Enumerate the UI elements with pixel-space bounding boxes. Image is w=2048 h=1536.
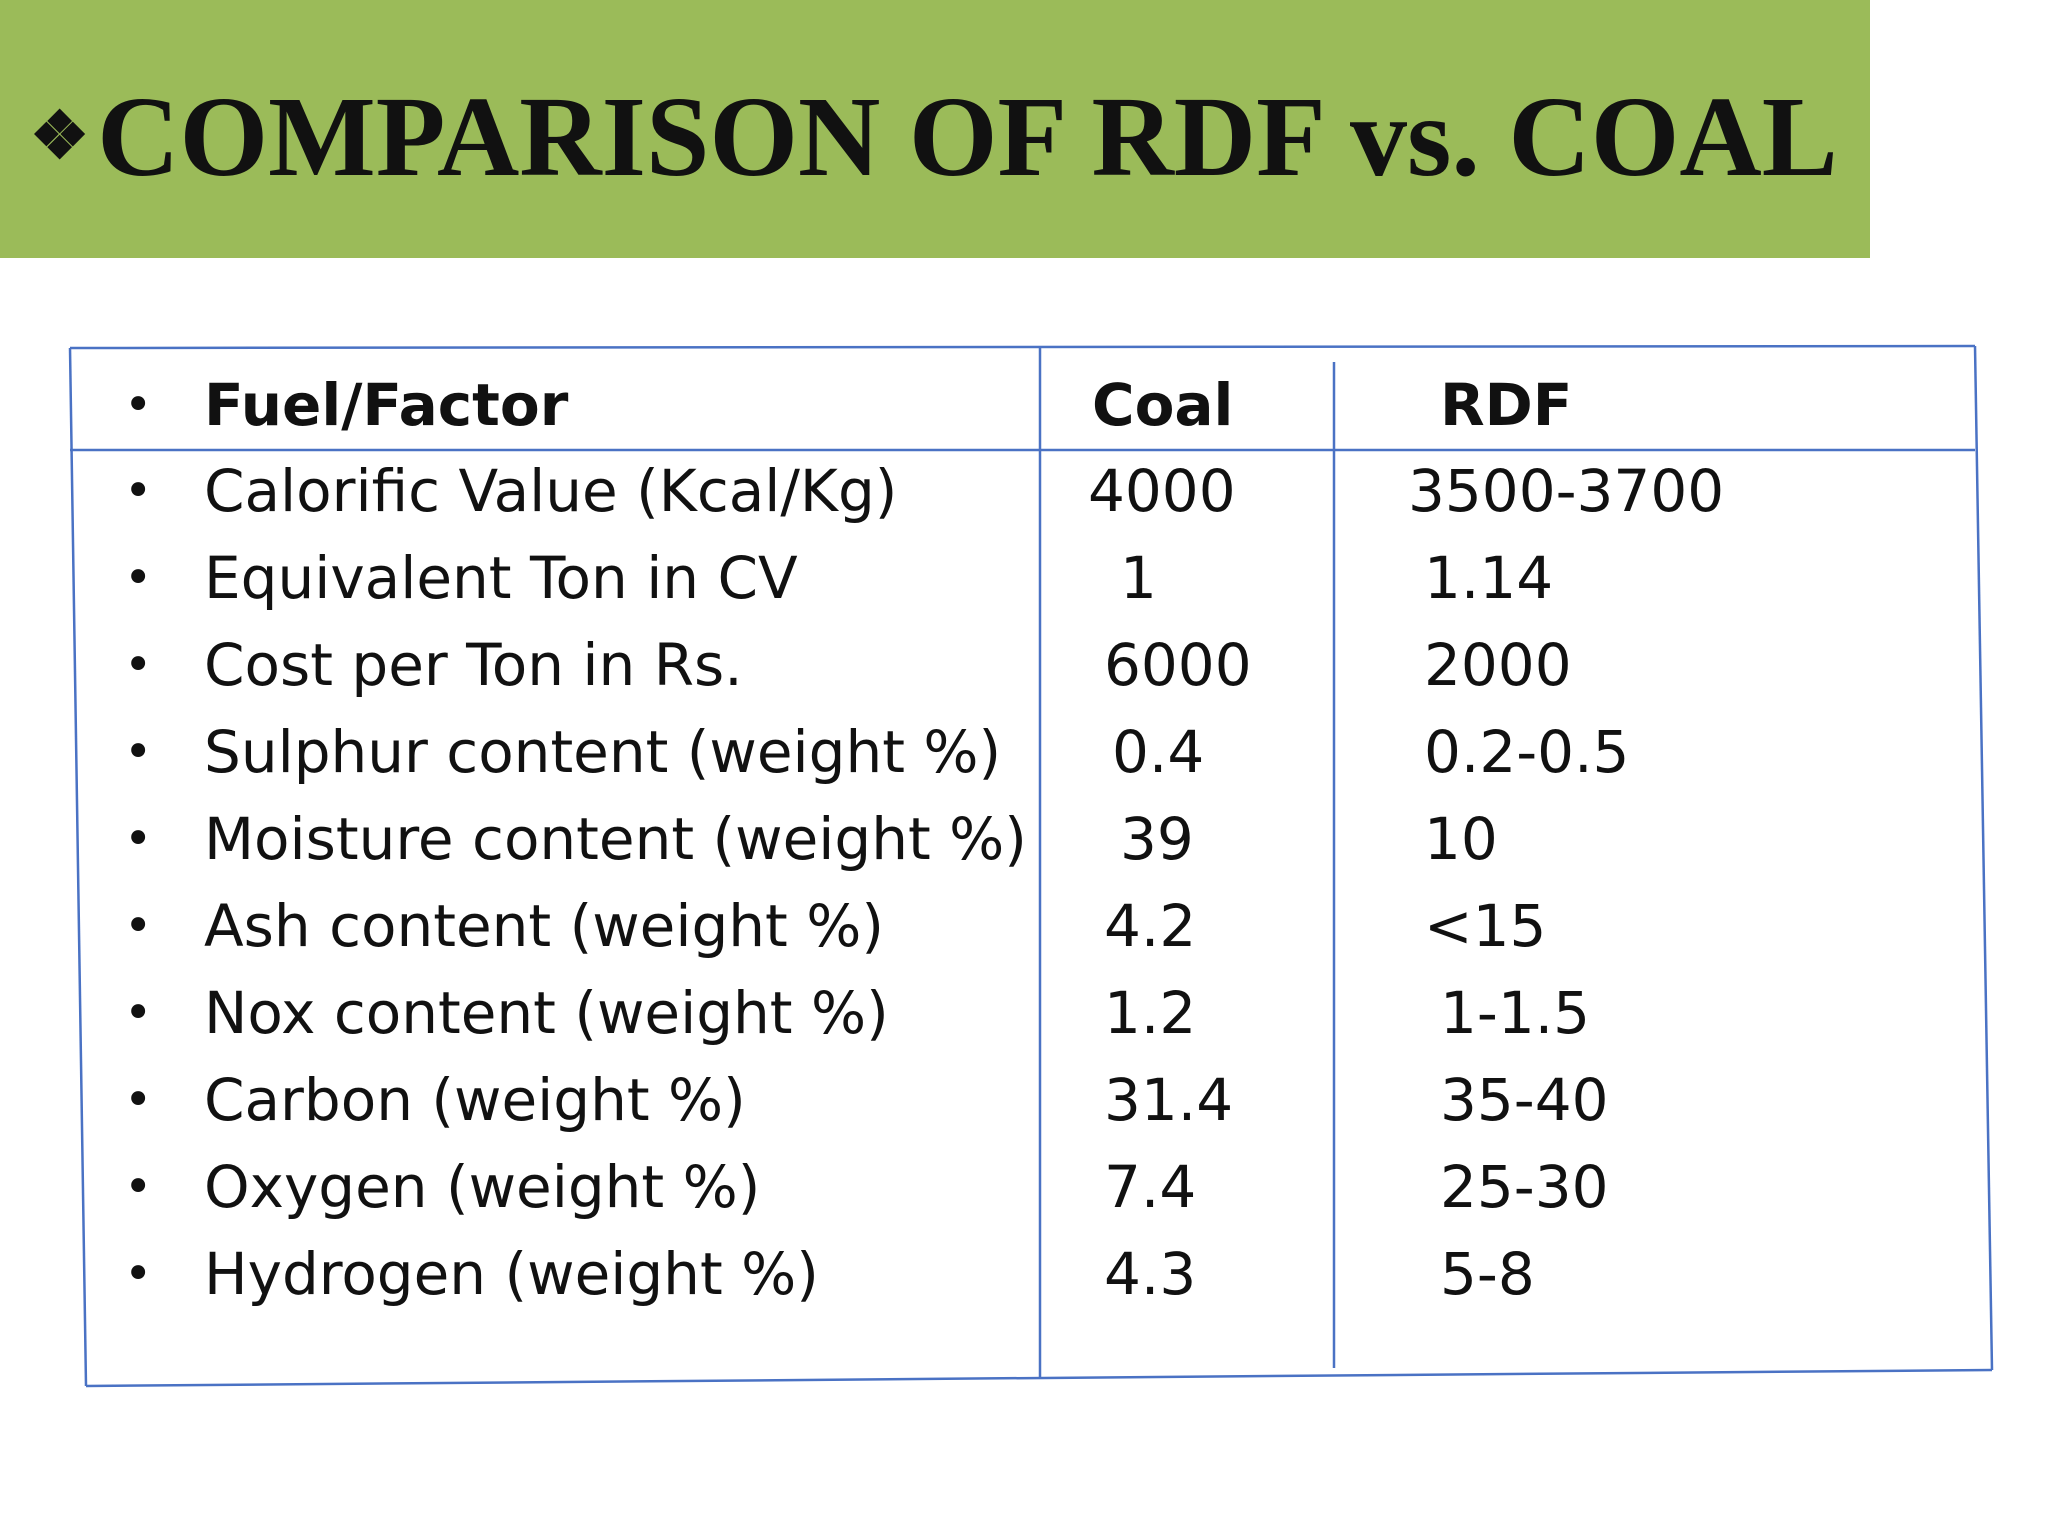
factor-cell: Cost per Ton in Rs. [204,631,743,699]
header-factor: Fuel/Factor [204,371,569,439]
coal-cell: 4000 [1088,457,1236,525]
factor-cell: Equivalent Ton in CV [204,544,798,612]
factor-cell: Sulphur content (weight %) [204,718,1002,786]
rdf-cell: <15 [1424,892,1547,960]
bullet-icon: • [124,463,153,519]
bullet-icon: • [124,985,153,1041]
table-border-top [69,344,1976,350]
table-row: • Ash content (weight %) 4.2 <15 [0,883,2048,969]
bullet-icon: • [124,1159,153,1215]
slide-title: ❖ COMPARISON OF RDF vs. COAL [30,72,1838,202]
title-band [0,0,1870,258]
coal-cell: 4.2 [1104,892,1197,960]
rdf-cell: 10 [1424,805,1498,873]
table-row: • Equivalent Ton in CV 1 1.14 [0,535,2048,621]
header-coal: Coal [1092,371,1234,439]
slide-title-text: COMPARISON OF RDF vs. COAL [97,73,1838,200]
factor-cell: Oxygen (weight %) [204,1153,761,1221]
coal-cell: 31.4 [1104,1066,1234,1134]
bullet-icon: • [124,1246,153,1302]
rdf-cell: 2000 [1424,631,1572,699]
factor-cell: Calorific Value (Kcal/Kg) [204,457,898,525]
rdf-cell: 1-1.5 [1440,979,1591,1047]
table-row: • Cost per Ton in Rs. 6000 2000 [0,622,2048,708]
coal-cell: 4.3 [1104,1240,1197,1308]
bullet-icon: • [124,898,153,954]
coal-cell: 1 [1120,544,1157,612]
table-border-bottom [85,1368,1993,1388]
bullet-icon: • [124,550,153,606]
coal-cell: 39 [1120,805,1194,873]
table-header-row: • Fuel/Factor Coal RDF [0,362,2048,448]
bullet-icon: • [124,1072,153,1128]
diamond-bullet-icon: ❖ [30,100,90,173]
factor-cell: Hydrogen (weight %) [204,1240,819,1308]
factor-cell: Moisture content (weight %) [204,805,1027,873]
bullet-icon: • [124,637,153,693]
factor-cell: Carbon (weight %) [204,1066,746,1134]
coal-cell: 1.2 [1104,979,1197,1047]
table-row: • Calorific Value (Kcal/Kg) 4000 3500-37… [0,448,2048,534]
rdf-cell: 1.14 [1424,544,1554,612]
table-row: • Hydrogen (weight %) 4.3 5-8 [0,1231,2048,1317]
bullet-icon: • [124,811,153,867]
rdf-cell: 5-8 [1440,1240,1535,1308]
factor-cell: Ash content (weight %) [204,892,884,960]
coal-cell: 0.4 [1112,718,1205,786]
rdf-cell: 35-40 [1440,1066,1609,1134]
rdf-cell: 3500-3700 [1408,457,1725,525]
table-row: • Oxygen (weight %) 7.4 25-30 [0,1144,2048,1230]
factor-cell: Nox content (weight %) [204,979,889,1047]
coal-cell: 7.4 [1104,1153,1197,1221]
header-rdf: RDF [1440,371,1573,439]
rdf-cell: 0.2-0.5 [1424,718,1630,786]
bullet-icon: • [124,724,153,780]
rdf-cell: 25-30 [1440,1153,1609,1221]
table-row: • Carbon (weight %) 31.4 35-40 [0,1057,2048,1143]
table-row: • Sulphur content (weight %) 0.4 0.2-0.5 [0,709,2048,795]
table-row: • Moisture content (weight %) 39 10 [0,796,2048,882]
coal-cell: 6000 [1104,631,1252,699]
table-row: • Nox content (weight %) 1.2 1-1.5 [0,970,2048,1056]
bullet-icon: • [124,377,153,433]
